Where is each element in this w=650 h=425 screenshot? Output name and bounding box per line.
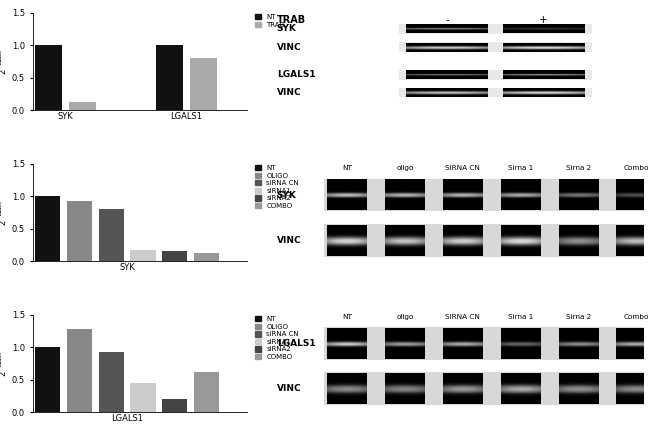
Text: SYK: SYK — [277, 190, 296, 200]
Bar — [130, 250, 155, 261]
Text: TRAB: TRAB — [277, 15, 306, 25]
Text: LGALS1: LGALS1 — [277, 71, 315, 79]
Bar — [35, 45, 62, 110]
Text: SYK: SYK — [277, 24, 296, 34]
Bar — [99, 352, 124, 412]
Bar — [194, 253, 219, 261]
Text: SiRNA CN: SiRNA CN — [445, 314, 480, 320]
Text: VINC: VINC — [277, 384, 302, 393]
Text: VINC: VINC — [277, 235, 302, 245]
Bar — [190, 58, 217, 110]
Text: LGALS1: LGALS1 — [277, 339, 315, 348]
Text: +: + — [539, 15, 548, 25]
Bar — [324, 327, 650, 360]
Text: NT: NT — [342, 165, 352, 171]
Text: oligo: oligo — [396, 165, 413, 171]
Text: SiRNA CN: SiRNA CN — [445, 165, 480, 171]
Text: VINC: VINC — [277, 43, 302, 52]
Text: oligo: oligo — [396, 314, 413, 320]
Bar — [67, 201, 92, 261]
Text: Sirna 2: Sirna 2 — [566, 165, 591, 171]
Bar — [35, 196, 60, 261]
Y-axis label: $2^{-\Delta\Delta Ct}$: $2^{-\Delta\Delta Ct}$ — [0, 350, 9, 377]
Y-axis label: $2^{-\Delta\Delta Ct}$: $2^{-\Delta\Delta Ct}$ — [0, 199, 9, 226]
Text: VINC: VINC — [277, 88, 302, 97]
Legend: NT, OLIGO, siRNA CN, siRNA1, siRNA2, COMBO: NT, OLIGO, siRNA CN, siRNA1, siRNA2, COM… — [255, 165, 299, 209]
Text: Combo: Combo — [623, 314, 649, 320]
Bar — [324, 372, 650, 405]
Bar — [399, 24, 592, 34]
Bar — [99, 209, 124, 261]
Legend: NT, TRAB: NT, TRAB — [255, 14, 285, 28]
Bar — [194, 372, 219, 412]
Bar — [399, 70, 592, 80]
Bar — [399, 42, 592, 52]
Text: Sirna 1: Sirna 1 — [508, 165, 533, 171]
Bar — [35, 347, 60, 412]
Text: Sirna 1: Sirna 1 — [508, 314, 533, 320]
Bar — [324, 224, 650, 257]
Bar — [130, 383, 155, 412]
Y-axis label: $2^{-\Delta\Delta Ct}$: $2^{-\Delta\Delta Ct}$ — [0, 48, 9, 75]
Bar — [162, 252, 187, 261]
Text: NT: NT — [342, 314, 352, 320]
Text: Sirna 2: Sirna 2 — [566, 314, 591, 320]
Bar — [67, 329, 92, 412]
Bar — [69, 102, 96, 110]
Bar — [324, 178, 650, 212]
Text: Combo: Combo — [623, 165, 649, 171]
Text: -: - — [445, 15, 449, 25]
Legend: NT, OLIGO, siRNA CN, siRNA1, siRNA2, COMBO: NT, OLIGO, siRNA CN, siRNA1, siRNA2, COM… — [255, 316, 299, 360]
Bar — [162, 399, 187, 412]
Bar — [399, 88, 592, 97]
Bar — [156, 45, 183, 110]
